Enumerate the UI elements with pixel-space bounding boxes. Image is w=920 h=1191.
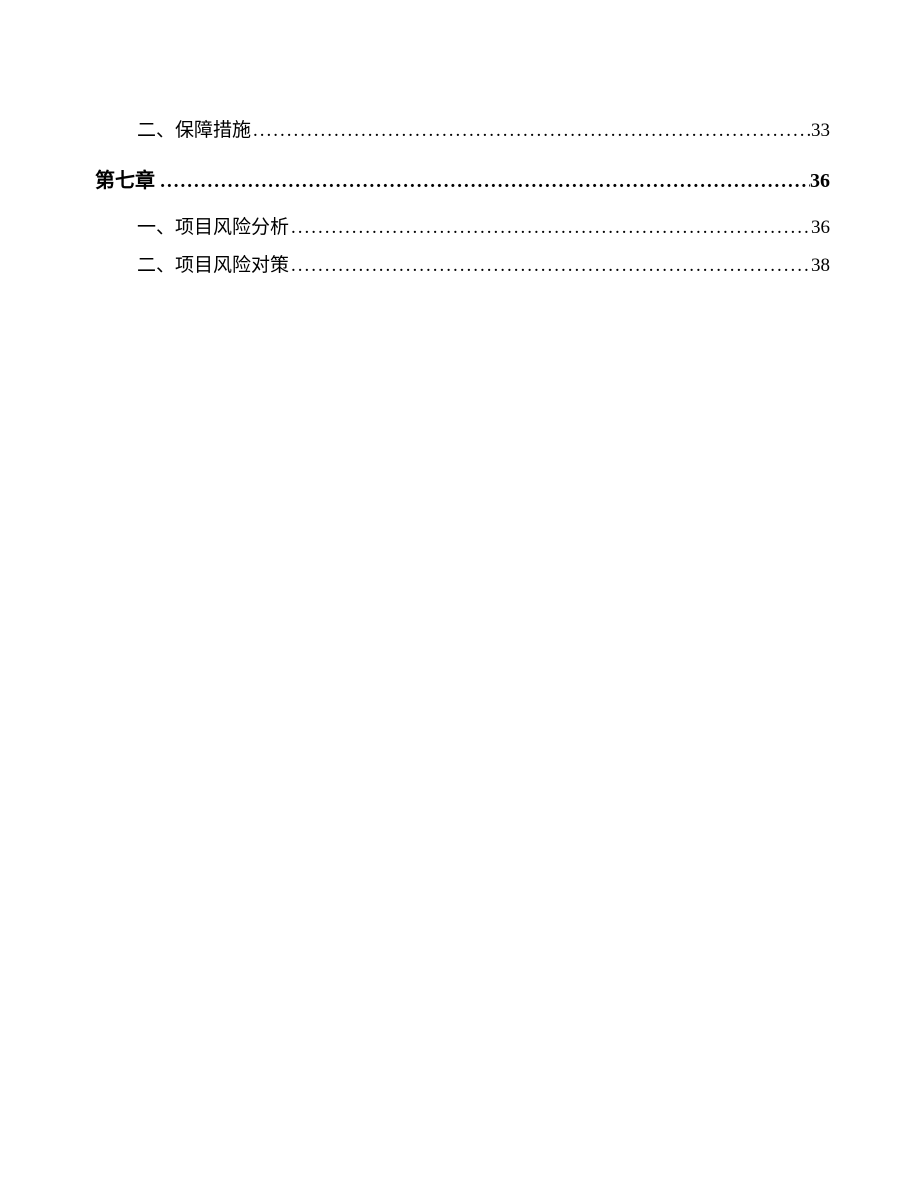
toc-leader-dots: ........................................… [251,120,811,142]
toc-entry-page: 33 [811,120,830,142]
toc-entry: 二、项目风险对策 ...............................… [95,250,830,277]
toc-chapter-entry: 第七章 ....................................… [95,164,830,193]
toc-container: 二、保障措施 .................................… [95,115,830,277]
toc-entry-page: 38 [811,255,830,277]
toc-entry-page: 36 [811,217,830,239]
toc-entry-label: 一、项目风险分析 [137,212,289,239]
toc-entry: 二、保障措施 .................................… [95,115,830,142]
toc-entry-label: 二、项目风险对策 [137,250,289,277]
toc-leader-dots: ........................................… [289,217,811,239]
toc-chapter-page: 36 [810,170,830,193]
toc-leader-dots: ........................................… [289,255,811,277]
toc-chapter-label: 第七章 [95,164,155,193]
toc-leader-dots: ........................................… [158,171,810,193]
toc-entry: 一、项目风险分析 ...............................… [95,212,830,239]
toc-entry-label: 二、保障措施 [137,115,251,142]
